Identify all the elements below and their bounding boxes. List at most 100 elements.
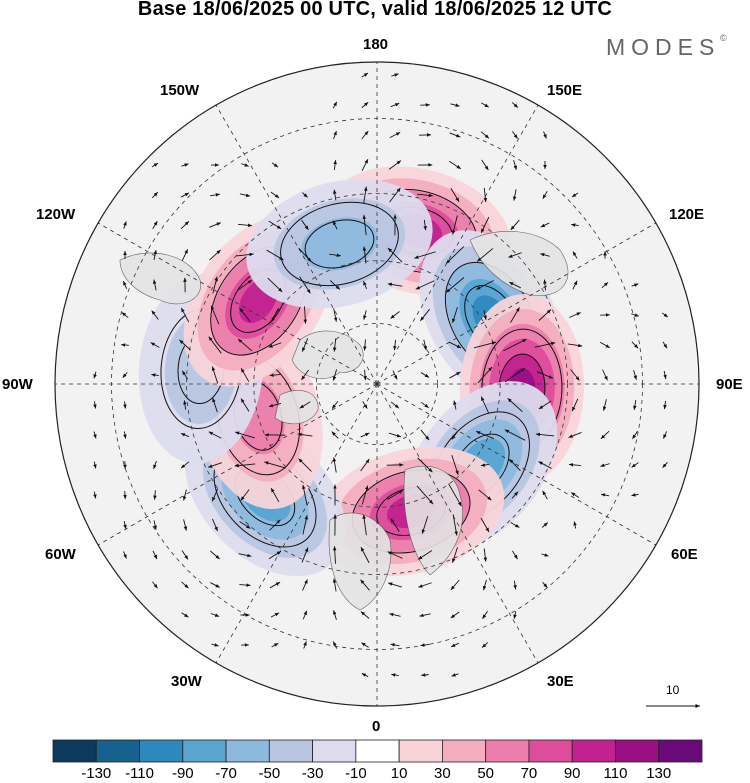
wind-arrow xyxy=(415,280,435,290)
wind-arrow xyxy=(332,546,337,564)
wind-arrow xyxy=(450,103,460,107)
wind-arrow xyxy=(240,489,250,501)
wind-arrow xyxy=(601,281,609,289)
wind-arrow xyxy=(483,548,488,562)
wind-arrow xyxy=(181,249,189,261)
wind-arrow xyxy=(602,369,608,381)
wind-arrow xyxy=(332,641,338,649)
wind-arrow xyxy=(93,401,97,409)
wind-arrow xyxy=(180,432,190,438)
wind-arrow xyxy=(512,131,518,139)
wind-arrow xyxy=(210,550,220,560)
wind-arrow xyxy=(151,162,159,168)
wind-arrow xyxy=(238,553,252,558)
wind-arrow xyxy=(663,370,667,380)
wind-arrow xyxy=(210,613,220,617)
wind-arrow xyxy=(360,579,370,591)
wind-arrow xyxy=(542,490,548,500)
colorbar-bin xyxy=(485,739,530,763)
colorbar-tick: 10 xyxy=(390,765,408,782)
meridian xyxy=(215,383,378,664)
colorbar-bin xyxy=(268,739,314,763)
wind-arrow xyxy=(211,643,219,647)
wind-arrow xyxy=(510,307,520,323)
wind-arrow xyxy=(390,401,400,409)
wind-arrow xyxy=(541,522,549,528)
wind-arrow xyxy=(482,611,488,619)
wind-arrow xyxy=(631,462,639,468)
wind-arrow xyxy=(360,546,370,564)
wind-arrow xyxy=(509,458,521,472)
wind-arrow xyxy=(183,519,188,531)
wind-arrow xyxy=(151,310,159,320)
wind-arrow xyxy=(480,517,490,533)
wind-arrow xyxy=(152,279,157,291)
wind-arrow xyxy=(387,551,403,559)
lon-label-90w: 90W xyxy=(2,376,33,393)
wind-arrow xyxy=(538,400,552,410)
wind-arrow xyxy=(480,463,490,467)
wind-arrow xyxy=(332,220,338,230)
meridian xyxy=(97,222,378,385)
wind-arrow xyxy=(153,520,157,530)
colorbar-bin xyxy=(398,739,443,763)
colorbar-bin xyxy=(225,739,270,763)
wind-arrow xyxy=(391,73,399,77)
wind-arrow xyxy=(420,372,430,378)
colorbar xyxy=(52,739,703,763)
wind-arrow xyxy=(239,307,251,323)
wind-arrow xyxy=(450,642,460,648)
meridian xyxy=(376,104,539,385)
wind-arrow xyxy=(268,220,282,230)
wind-arrow xyxy=(602,399,607,411)
lon-label-180: 180 xyxy=(363,36,389,53)
wind-arrow xyxy=(569,312,581,318)
wind-arrow xyxy=(416,485,434,505)
wind-arrow xyxy=(235,431,255,439)
wind-arrow xyxy=(361,130,369,140)
wind-arrow xyxy=(180,220,190,230)
wind-arrow xyxy=(538,461,552,469)
wind-arrow xyxy=(451,455,459,475)
wind-arrow xyxy=(476,280,494,290)
wind-arrow xyxy=(361,672,369,678)
wind-arrow xyxy=(390,102,400,108)
wind-arrow xyxy=(390,311,400,319)
wind-arrow xyxy=(303,641,307,649)
wind-arrow xyxy=(360,432,370,438)
lon-label-0: 0 xyxy=(372,718,381,735)
wind-arrow xyxy=(93,491,97,499)
wind-arrow xyxy=(540,253,550,257)
wind-arrow xyxy=(123,401,127,409)
wind-arrow xyxy=(388,582,402,588)
wind-arrow xyxy=(481,102,489,108)
wind-arrow xyxy=(299,276,311,294)
wind-arrow xyxy=(662,341,668,349)
wind-arrow xyxy=(269,581,281,589)
wind-arrow xyxy=(363,369,367,381)
wind-arrow xyxy=(388,160,402,170)
wind-arrow xyxy=(480,131,490,139)
wind-arrow xyxy=(509,281,521,289)
map-title: Base 18/06/2025 00 UTC, valid 18/06/2025… xyxy=(137,0,613,20)
wind-arrow xyxy=(269,373,281,377)
wind-arrow xyxy=(212,276,218,294)
wind-arrow xyxy=(475,430,495,440)
wind-arrow xyxy=(363,280,367,290)
wind-arrow xyxy=(449,132,461,138)
wind-arrow xyxy=(419,613,431,618)
wind-arrow xyxy=(450,187,460,203)
wind-arrow xyxy=(513,580,517,590)
wind-arrow xyxy=(481,642,489,648)
colorbar-bin xyxy=(615,739,660,763)
wind-arrow xyxy=(482,579,487,591)
wind-arrow xyxy=(449,371,461,379)
wind-arrow xyxy=(180,461,190,469)
wind-arrow xyxy=(473,341,497,349)
wind-arrow xyxy=(572,280,578,290)
wind-arrow xyxy=(302,192,308,198)
colorbar-tick: -50 xyxy=(258,765,281,782)
wind-arrow xyxy=(600,463,610,467)
wind-arrow xyxy=(445,277,465,293)
